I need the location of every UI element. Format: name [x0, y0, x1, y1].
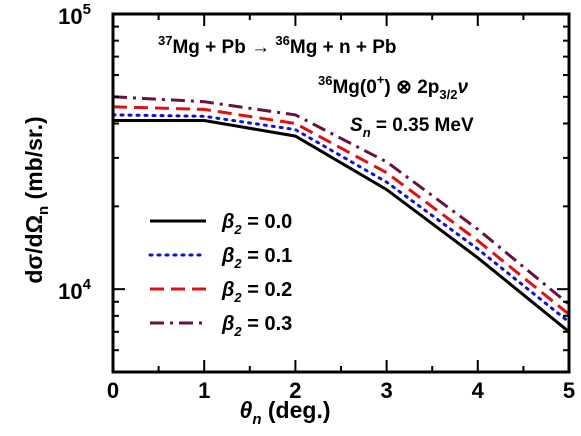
series-line-2: [112, 105, 570, 316]
x-tick-label: 4: [472, 378, 485, 403]
x-tick-label: 5: [563, 378, 575, 403]
plot-frame: [111, 12, 571, 374]
x-tick-label: 0: [107, 378, 119, 403]
series-line-3: [112, 95, 570, 306]
x-tick-label: 1: [198, 378, 210, 403]
legend: β2 = 0.0 β2 = 0.1 β2 = 0.2 β2 = 0.3: [148, 211, 292, 339]
legend-label-3: β2 = 0.3: [221, 313, 292, 339]
series-line-0: [113, 119, 570, 333]
tick-layer: 0 1 2 3 4 5 104 105: [58, 1, 575, 403]
x-tick-label: 3: [380, 378, 392, 403]
y-axis-title: dσ/dΩn (mb/sr.): [21, 116, 52, 283]
series-line-1: [111, 113, 571, 324]
state-annotation: 36Mg(0+) ⊗ 2p3/2ν: [318, 72, 468, 102]
y-tick-label: 104: [58, 276, 91, 304]
legend-label-2: β2 = 0.2: [221, 279, 292, 305]
y-tick-label: 105: [58, 1, 91, 29]
series-layer: [111, 95, 571, 333]
legend-label-0: β2 = 0.0: [221, 211, 292, 237]
x-tick-label: 2: [289, 378, 301, 403]
separation-energy-annotation: Sn = 0.35 MeV: [350, 115, 474, 140]
x-axis-title: θn (deg.): [240, 397, 331, 428]
legend-label-1: β2 = 0.1: [221, 245, 292, 271]
reaction-annotation: 37Mg + Pb → 36Mg + n + Pb: [158, 33, 397, 58]
